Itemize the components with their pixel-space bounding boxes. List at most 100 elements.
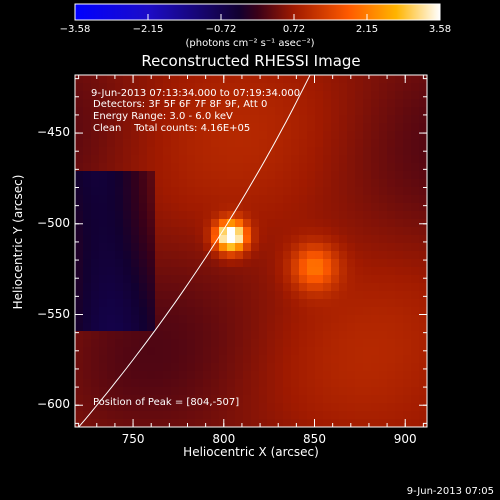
heatmap-cell — [283, 307, 292, 316]
heatmap-cell — [139, 131, 148, 140]
heatmap-cell — [243, 395, 252, 404]
heatmap-cell — [171, 83, 180, 92]
heatmap-cell — [395, 75, 404, 84]
heatmap-cell — [275, 283, 284, 292]
heatmap-cell — [147, 219, 156, 228]
heatmap-cell — [235, 219, 244, 228]
heatmap-cell — [419, 323, 427, 332]
heatmap-cell — [219, 243, 228, 252]
heatmap-cell — [115, 283, 124, 292]
heatmap-cell — [99, 259, 108, 268]
heatmap-cell — [291, 203, 300, 212]
heatmap-cell — [283, 235, 292, 244]
heatmap-cell — [331, 115, 340, 124]
heatmap-cell — [419, 363, 427, 372]
heatmap-cell — [163, 395, 172, 404]
heatmap-cell — [299, 323, 308, 332]
heatmap-cell — [419, 203, 427, 212]
heatmap-cell — [171, 227, 180, 236]
heatmap-cell — [395, 195, 404, 204]
heatmap-cell — [283, 163, 292, 172]
heatmap-cell — [75, 339, 84, 348]
heatmap-cell — [163, 123, 172, 132]
heatmap-cell — [395, 243, 404, 252]
heatmap-cell — [91, 355, 100, 364]
heatmap-cell — [227, 91, 236, 100]
heatmap-cell — [99, 323, 108, 332]
heatmap-cell — [339, 235, 348, 244]
heatmap-cell — [99, 307, 108, 316]
heatmap-cell — [155, 419, 164, 427]
heatmap-cell — [243, 91, 252, 100]
heatmap-cell — [299, 419, 308, 427]
heatmap-cell — [419, 403, 427, 412]
heatmap-cell — [307, 187, 316, 196]
heatmap-cell — [363, 99, 372, 108]
heatmap-cell — [291, 243, 300, 252]
heatmap-cell — [195, 75, 204, 84]
heatmap-cell — [331, 203, 340, 212]
heatmap-cell — [139, 195, 148, 204]
heatmap-cell — [275, 307, 284, 316]
x-tick-label: 900 — [393, 432, 417, 446]
annotation-energy-range: Energy Range: 3.0 - 6.0 keV — [93, 111, 233, 122]
heatmap-cell — [259, 219, 268, 228]
heatmap-cell — [91, 259, 100, 268]
heatmap-cell — [275, 91, 284, 100]
heatmap-cell — [419, 131, 427, 140]
heatmap-cell — [379, 315, 388, 324]
heatmap-cell — [171, 251, 180, 260]
heatmap-cell — [387, 331, 396, 340]
heatmap-cell — [419, 179, 427, 188]
heatmap-cell — [291, 387, 300, 396]
heatmap-cell — [131, 323, 140, 332]
colorbar — [74, 3, 441, 21]
heatmap-cell — [299, 115, 308, 124]
heatmap-cell — [291, 403, 300, 412]
heatmap-cell — [323, 371, 332, 380]
heatmap-cell — [91, 211, 100, 220]
heatmap-cell — [179, 387, 188, 396]
heatmap-cell — [379, 259, 388, 268]
heatmap-cell — [283, 227, 292, 236]
heatmap-cell — [75, 411, 84, 420]
heatmap-cell — [83, 339, 92, 348]
heatmap-cell — [275, 347, 284, 356]
heatmap-cell — [115, 203, 124, 212]
heatmap-cell — [243, 331, 252, 340]
heatmap-cell — [307, 307, 316, 316]
heatmap-cell — [187, 363, 196, 372]
heatmap-cell — [203, 259, 212, 268]
heatmap-cell — [379, 363, 388, 372]
heatmap-cell — [339, 315, 348, 324]
heatmap-cell — [403, 235, 412, 244]
heatmap-cell — [179, 147, 188, 156]
heatmap-cell — [339, 163, 348, 172]
heatmap-cell — [211, 171, 220, 180]
heatmap-cell — [331, 403, 340, 412]
heatmap-cell — [363, 195, 372, 204]
heatmap-cell — [387, 371, 396, 380]
heatmap-cell — [123, 107, 132, 116]
heatmap-cell — [403, 419, 412, 427]
heatmap-cell — [299, 243, 308, 252]
heatmap-cell — [187, 379, 196, 388]
heatmap-cell — [227, 243, 236, 252]
heatmap-cell — [387, 91, 396, 100]
heatmap-cell — [155, 299, 164, 308]
heatmap-cell — [115, 379, 124, 388]
heatmap-cell — [339, 83, 348, 92]
heatmap-cell — [235, 211, 244, 220]
heatmap-cell — [147, 339, 156, 348]
heatmap-cell — [299, 251, 308, 260]
heatmap-cell — [115, 411, 124, 420]
heatmap-cell — [275, 123, 284, 132]
heatmap-cell — [339, 107, 348, 116]
heatmap-cell — [251, 331, 260, 340]
heatmap-cell — [163, 147, 172, 156]
heatmap-cell — [139, 171, 148, 180]
heatmap-cell — [139, 251, 148, 260]
heatmap-cell — [307, 171, 316, 180]
heatmap-cell — [251, 363, 260, 372]
heatmap-cell — [195, 283, 204, 292]
